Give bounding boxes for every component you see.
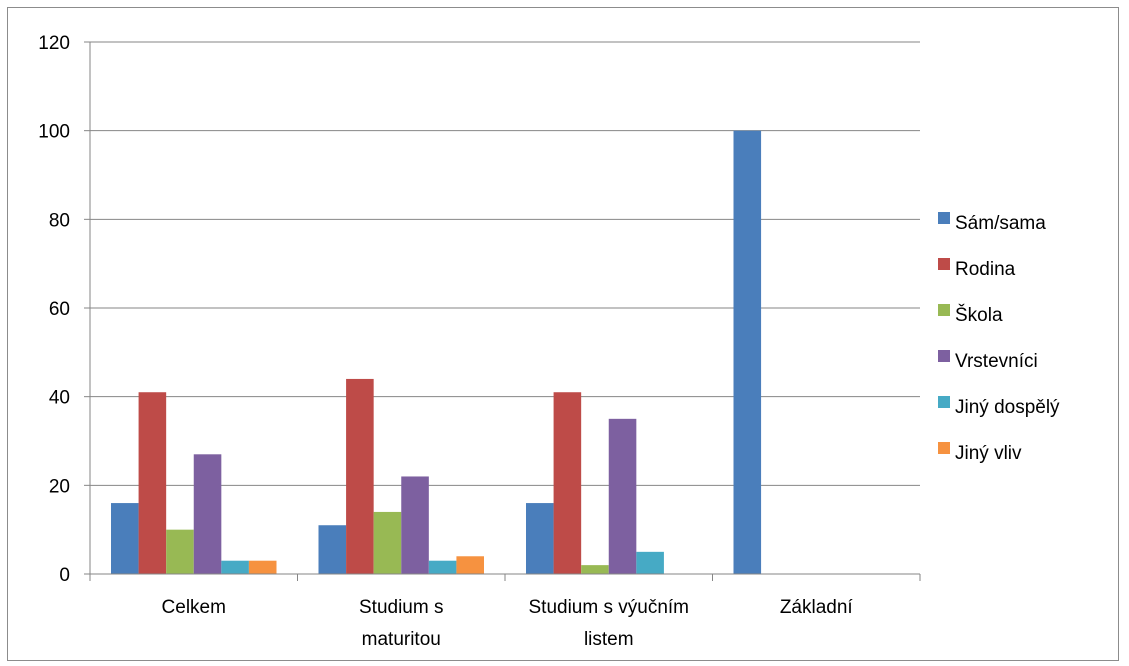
legend-swatch	[938, 304, 950, 316]
legend-swatch	[938, 258, 950, 270]
x-tick-label: Studium s maturitou	[359, 597, 443, 650]
bar	[318, 525, 347, 574]
bar	[553, 392, 582, 574]
legend-swatch	[938, 396, 950, 408]
x-tick-label: Základní	[780, 597, 854, 618]
bar	[608, 418, 637, 574]
y-tick-label: 20	[49, 476, 70, 497]
bars	[111, 130, 762, 574]
y-tick-label: 120	[38, 33, 70, 54]
x-tick-label-line: Základní	[780, 597, 854, 618]
bar	[373, 511, 402, 574]
bar	[221, 560, 249, 574]
legend-label: Sám/sama	[955, 213, 1046, 234]
bar	[428, 560, 457, 574]
x-tick-label: Celkem	[162, 597, 226, 618]
y-tick-label: 0	[59, 565, 70, 586]
axes	[84, 41, 921, 581]
legend-swatch	[938, 350, 950, 362]
bar	[733, 130, 762, 574]
legend-item: Jiný dospělý	[938, 396, 1060, 418]
legend: Sám/sama Rodina Škola Vrstevníci Jiný dospěl…	[938, 212, 1060, 464]
legend-label: Jiný vliv	[955, 443, 1022, 464]
bar	[138, 392, 167, 574]
bar	[193, 454, 222, 574]
legend-label: Škola	[955, 304, 1003, 326]
bar	[346, 378, 374, 574]
y-tick-label: 80	[49, 210, 70, 231]
bar	[456, 556, 484, 574]
legend-item: Rodina	[938, 258, 1016, 280]
y-tick-label: 40	[49, 388, 70, 409]
legend-item: Vrstevníci	[938, 350, 1038, 372]
legend-item: Škola	[938, 304, 1003, 326]
bar	[166, 529, 194, 574]
x-tick-label-line: maturitou	[362, 629, 441, 650]
x-tick-label-line: listem	[584, 629, 634, 650]
y-tick-label: 100	[38, 122, 70, 143]
bar	[636, 551, 664, 574]
legend-item: Sám/sama	[938, 212, 1046, 234]
legend-item: Jiný vliv	[938, 442, 1022, 464]
gridlines	[90, 41, 920, 486]
bar	[581, 565, 609, 574]
bar	[526, 503, 554, 574]
x-tick-label: Studium s výučním listem	[529, 597, 690, 650]
x-tick-label-line: Studium s výučním	[529, 597, 690, 618]
y-tick-labels: 0 20 40 60 80 100 120	[38, 33, 70, 586]
x-tick-labels: Celkem Studium s maturitou Studium s výuční…	[162, 597, 854, 650]
y-tick-label: 60	[49, 299, 70, 320]
legend-label: Rodina	[955, 259, 1016, 280]
x-tick-label-line: Celkem	[162, 597, 226, 618]
legend-label: Vrstevníci	[955, 351, 1038, 372]
bar	[248, 560, 277, 574]
legend-swatch	[938, 442, 950, 454]
bar	[111, 503, 139, 574]
legend-swatch	[938, 212, 950, 224]
legend-label: Jiný dospělý	[955, 397, 1060, 418]
bar	[401, 476, 429, 574]
x-tick-label-line: Studium s	[359, 597, 443, 618]
